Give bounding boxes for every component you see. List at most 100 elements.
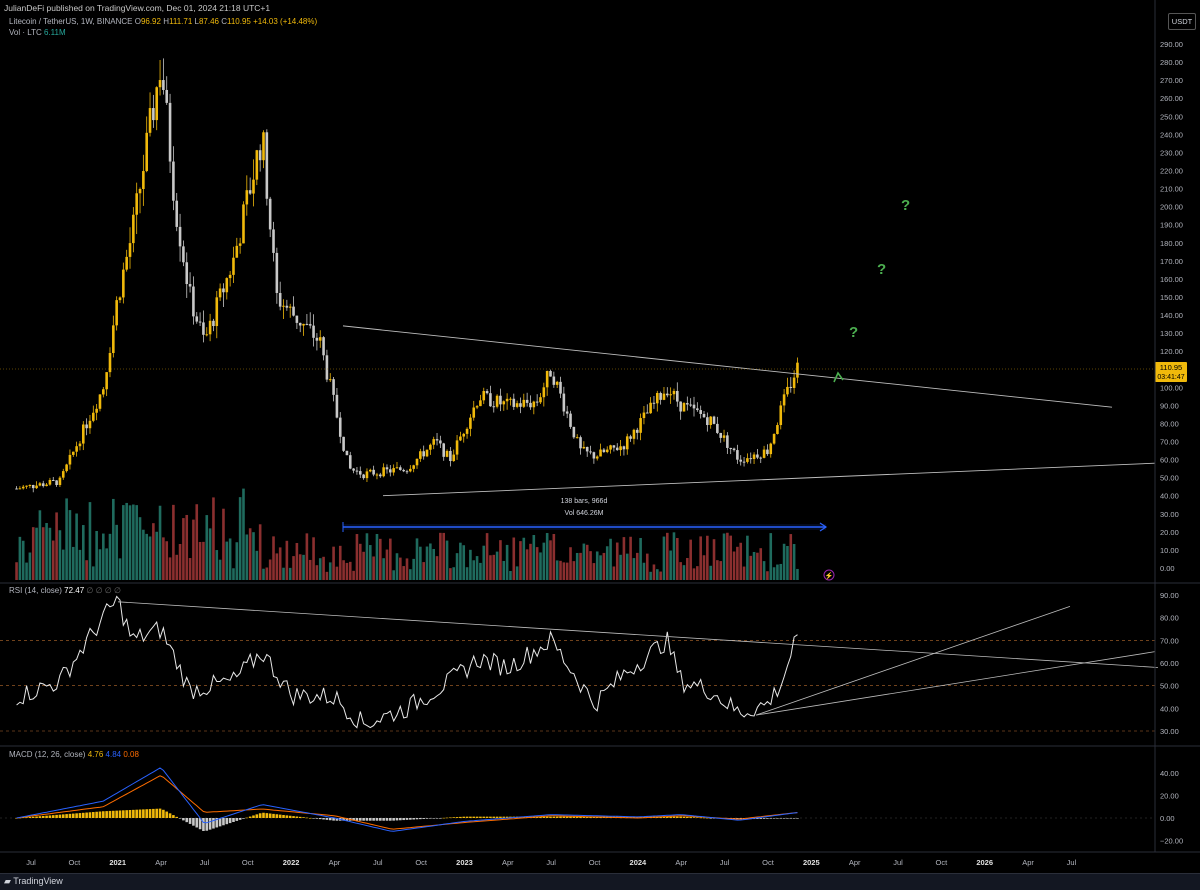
volume-bar (178, 544, 182, 580)
candle-body (125, 256, 128, 270)
macd-histogram-bar (676, 816, 679, 818)
candle-body (769, 443, 773, 455)
volume-bar (155, 531, 159, 580)
candle-body (105, 372, 108, 390)
volume-bar (402, 566, 405, 580)
price-tick-label: 60.00 (1160, 456, 1179, 465)
macd-histogram-bar (382, 818, 385, 821)
volume-bar (208, 528, 212, 580)
candle-body (348, 455, 352, 469)
volume-bar (198, 541, 202, 580)
open-value: 96.92 (140, 17, 161, 26)
macd-histogram-bar (282, 814, 285, 818)
candle-body (285, 305, 289, 308)
candle-body (422, 451, 425, 457)
volume-bar (61, 549, 65, 580)
macd-legend[interactable]: MACD (12, 26, close) 4.76 4.84 0.08 (9, 750, 139, 759)
candle-body (115, 300, 118, 326)
volume-bar (482, 545, 486, 580)
candle-body (682, 403, 686, 412)
candle-body (278, 292, 282, 307)
candle-body (609, 445, 612, 450)
macd-histogram-bar (85, 812, 88, 818)
x-axis-label: Apr (1022, 858, 1034, 867)
candle-body (642, 412, 646, 419)
publisher-line: JulianDeFi published on TradingView.com,… (4, 3, 271, 13)
candle-body (686, 403, 689, 405)
volume-bar (272, 536, 275, 580)
volume-legend[interactable]: Vol · LTC 6.11M (9, 28, 66, 37)
lightning-event-icon (823, 569, 835, 581)
candle-body (195, 316, 199, 322)
volume-bar (242, 488, 245, 580)
x-axis-label: Jul (26, 858, 36, 867)
macd-histogram-bar (185, 818, 189, 823)
macd-histogram-bar (462, 816, 466, 818)
volume-bar (305, 533, 309, 580)
macd-histogram-bar (479, 816, 482, 818)
candle-body (85, 424, 88, 429)
macd-histogram-bar (288, 815, 292, 818)
candle-body (499, 395, 502, 405)
candle-body (782, 394, 786, 406)
volume-bar (422, 562, 425, 580)
candle-body (238, 243, 242, 246)
macd-histogram-bar (632, 816, 636, 818)
candle-body (248, 190, 252, 194)
volume-bar (338, 545, 342, 580)
volume-bar (609, 538, 612, 580)
volume-bar (122, 505, 125, 580)
volume-bar (389, 538, 392, 580)
macd-histogram-bar (368, 818, 372, 821)
candle-body (469, 417, 472, 429)
tradingview-logo[interactable]: ▰ TradingView (4, 876, 63, 886)
macd-histogram-bar (328, 818, 332, 821)
macd-histogram-bar (689, 817, 692, 818)
volume-bar (235, 542, 239, 580)
candle-body (298, 322, 302, 326)
volume-bar (739, 542, 743, 580)
candle-body (41, 483, 45, 487)
candle-body (242, 204, 245, 244)
volume-bar (552, 533, 556, 580)
macd-histogram-bar (379, 818, 382, 821)
macd-histogram-bar (235, 818, 239, 821)
volume-bar (499, 540, 502, 580)
candle-body (245, 190, 249, 205)
measure-tool[interactable]: 138 bars, 966d Vol 646.26M (342, 498, 828, 532)
volume-bar (585, 544, 589, 580)
candle-body (625, 436, 629, 450)
macd-histogram-bar (182, 818, 185, 821)
candle-body (385, 467, 389, 470)
volume-bar (459, 542, 462, 580)
macd-histogram-bar (409, 818, 412, 820)
macd-histogram-bar (402, 818, 405, 821)
candle-body (275, 252, 279, 293)
candle-body (172, 161, 175, 201)
candle-body (135, 193, 138, 215)
candle-body (61, 471, 65, 478)
candle-body (729, 447, 733, 449)
macd-histogram-bar (21, 817, 25, 819)
symbol-legend[interactable]: Litecoin / TetherUS, 1W, BINANCE O96.92 … (9, 17, 318, 26)
macd-histogram-bar (105, 811, 108, 818)
candle-body (108, 353, 112, 373)
currency-badge[interactable]: USDT (1168, 13, 1196, 30)
candle-body (38, 483, 42, 486)
macd-histogram-bar (796, 818, 799, 819)
volume-bar (605, 546, 609, 580)
macd-histogram-bar (318, 818, 322, 820)
candle-body (475, 406, 479, 408)
x-axis-label: 2021 (109, 858, 126, 867)
candle-body (452, 454, 456, 462)
candle-body (262, 132, 265, 161)
x-axis-label: Oct (69, 858, 82, 867)
candle-body (706, 417, 709, 426)
macd-histogram-bar (399, 818, 402, 821)
macd-histogram-bar (248, 816, 252, 818)
macd-histogram-bar (779, 818, 783, 819)
candle-body (88, 420, 92, 429)
volume-bar (592, 563, 596, 580)
rsi-legend[interactable]: RSI (14, close) 72.47 ∅ ∅ ∅ ∅ (9, 586, 121, 595)
volume-bar (192, 519, 195, 580)
